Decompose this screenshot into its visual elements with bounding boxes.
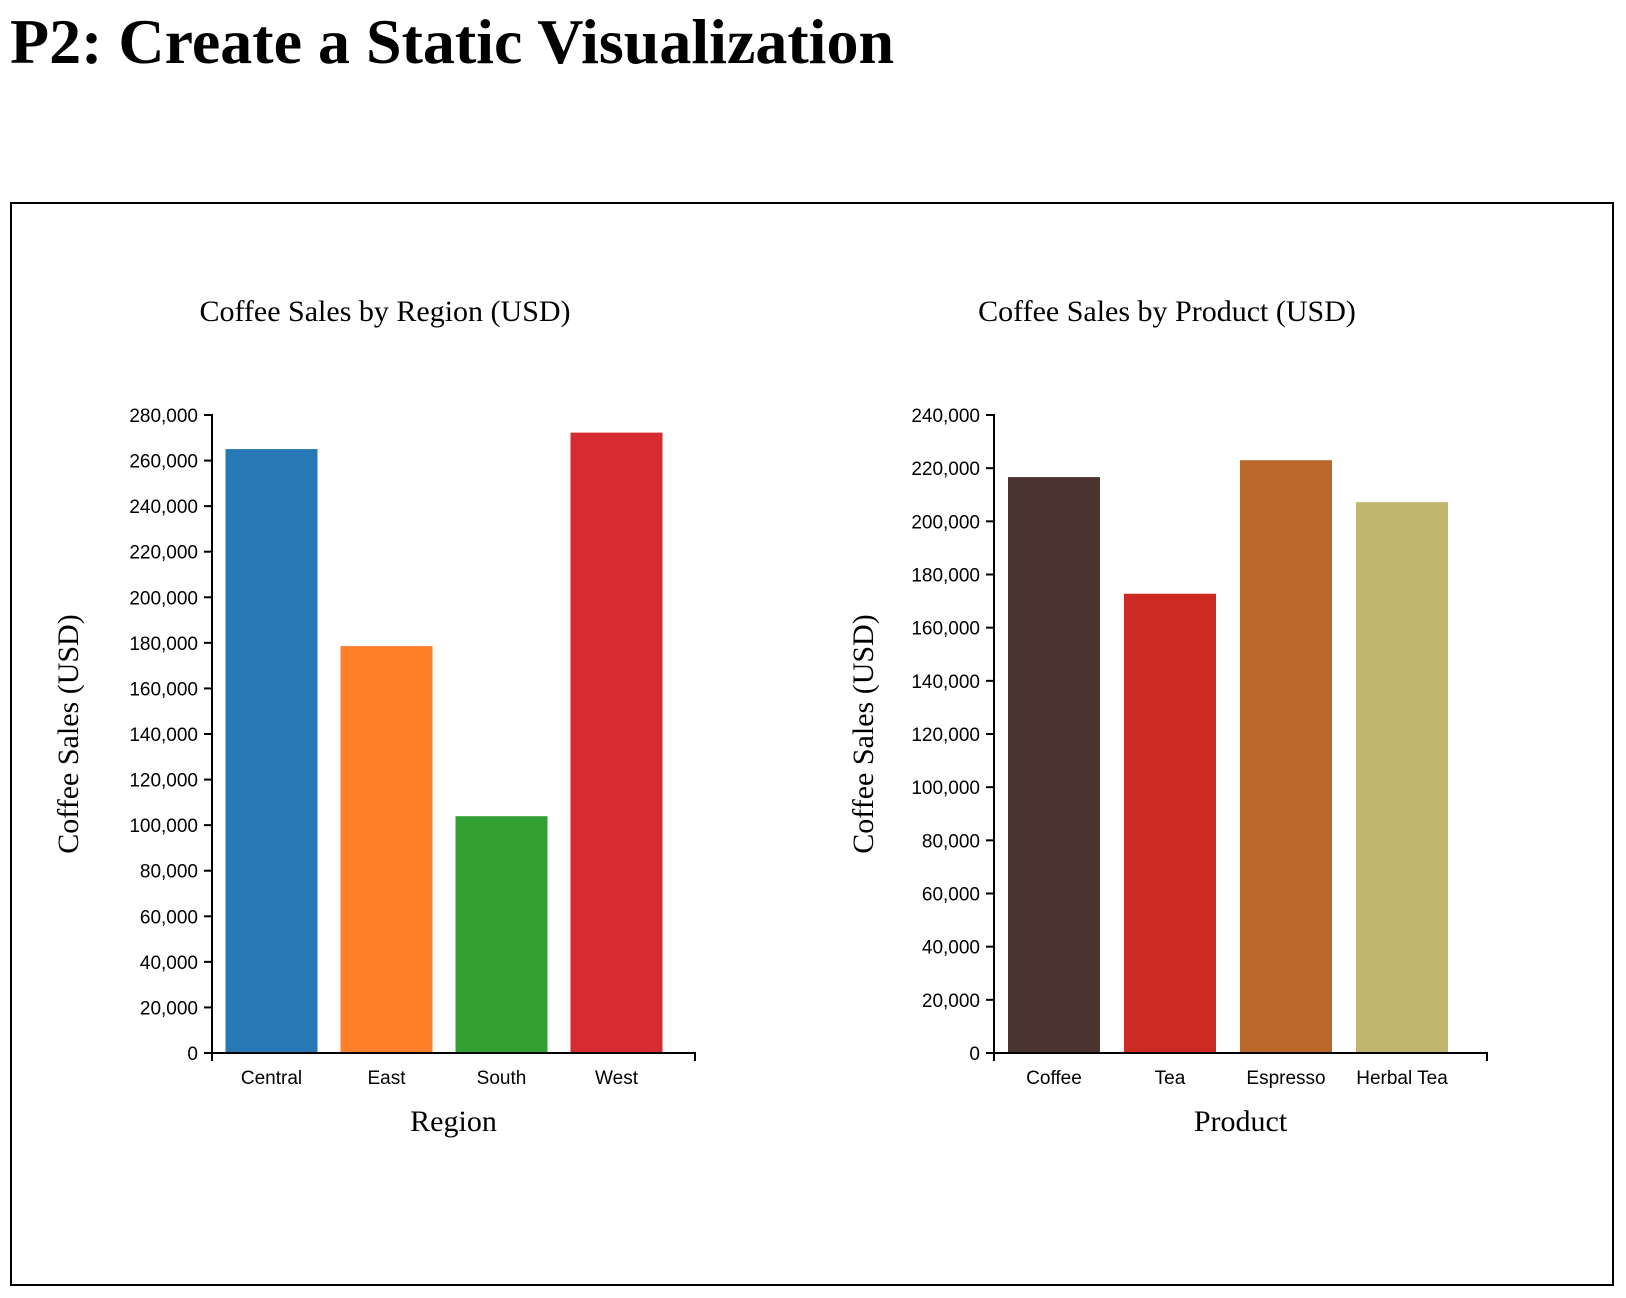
y-tick-label: 0 bbox=[187, 1044, 198, 1065]
x-tick-label: Coffee bbox=[1026, 1068, 1082, 1089]
x-axis-label: Product bbox=[1194, 1105, 1288, 1138]
chart-title: Coffee Sales by Region (USD) bbox=[199, 295, 570, 328]
y-tick-label: 120,000 bbox=[911, 725, 980, 746]
bar-central bbox=[225, 449, 318, 1053]
y-tick-label: 60,000 bbox=[922, 885, 980, 906]
y-tick-label: 160,000 bbox=[129, 679, 198, 700]
y-tick-label: 20,000 bbox=[140, 998, 198, 1019]
y-tick-label: 280,000 bbox=[129, 406, 198, 427]
y-tick-label: 260,000 bbox=[129, 452, 198, 473]
x-axis-line bbox=[211, 1052, 696, 1061]
chart-title: Coffee Sales by Product (USD) bbox=[978, 295, 1356, 328]
y-axis: 0 20,000 40,000 60,000 80,000 100,000 120,000 1… bbox=[911, 406, 995, 1065]
x-tick-label: Tea bbox=[1155, 1068, 1186, 1089]
y-tick-label: 60,000 bbox=[140, 907, 198, 928]
y-tick-label: 80,000 bbox=[922, 831, 980, 852]
y-axis-label: Coffee Sales (USD) bbox=[847, 614, 880, 853]
y-tick-label: 40,000 bbox=[922, 938, 980, 959]
y-tick-label: 180,000 bbox=[129, 634, 198, 655]
y-tick-label: 80,000 bbox=[140, 862, 198, 883]
y-tick-label: 140,000 bbox=[129, 725, 198, 746]
bar-east bbox=[340, 646, 433, 1053]
bar-espresso bbox=[1240, 460, 1332, 1054]
x-tick-label: West bbox=[595, 1068, 639, 1089]
y-tick-label: 220,000 bbox=[129, 543, 198, 564]
bar-tea bbox=[1124, 593, 1216, 1053]
y-tick-label: 180,000 bbox=[911, 566, 980, 587]
x-tick-label: Central bbox=[241, 1068, 302, 1089]
y-axis-label: Coffee Sales (USD) bbox=[52, 614, 85, 853]
visualization-frame: Coffee Sales by Region (USD) 0 20,000 40,00… bbox=[10, 202, 1614, 1286]
x-tick-label: East bbox=[367, 1068, 406, 1089]
charts-canvas: Coffee Sales by Region (USD) 0 20,000 40,00… bbox=[52, 295, 1488, 1138]
bar-south bbox=[455, 816, 548, 1053]
y-tick-label: 120,000 bbox=[129, 771, 198, 792]
y-tick-label: 240,000 bbox=[129, 497, 198, 518]
y-tick-label: 200,000 bbox=[129, 588, 198, 609]
y-tick-label: 20,000 bbox=[922, 991, 980, 1012]
y-tick-label: 160,000 bbox=[911, 619, 980, 640]
x-tick-label: Herbal Tea bbox=[1356, 1068, 1448, 1089]
y-tick-label: 200,000 bbox=[911, 512, 980, 533]
bar-west bbox=[570, 432, 663, 1053]
y-tick-label: 240,000 bbox=[911, 406, 980, 427]
x-axis: Coffee Tea Espresso Herbal Tea bbox=[993, 1052, 1488, 1089]
y-tick-label: 40,000 bbox=[140, 953, 198, 974]
y-tick-label: 140,000 bbox=[911, 672, 980, 693]
x-tick-label: Espresso bbox=[1246, 1068, 1325, 1089]
x-axis-label: Region bbox=[410, 1105, 497, 1138]
x-tick-label: South bbox=[477, 1068, 527, 1089]
page-title: P2: Create a Static Visualization bbox=[10, 6, 895, 77]
bar-coffee bbox=[1008, 477, 1100, 1053]
x-axis: Central East South West bbox=[211, 1052, 696, 1089]
bar-herbal-tea bbox=[1356, 502, 1448, 1053]
chart-2: Coffee Sales by Product (USD) 0 20,000 40,0… bbox=[847, 295, 1488, 1138]
x-axis-line bbox=[993, 1052, 1488, 1061]
y-tick-label: 220,000 bbox=[911, 459, 980, 480]
y-tick-label: 100,000 bbox=[129, 816, 198, 837]
y-axis: 0 20,000 40,000 60,000 80,000 100,000 120,000 1… bbox=[129, 406, 213, 1065]
y-tick-label: 100,000 bbox=[911, 778, 980, 799]
y-tick-label: 0 bbox=[969, 1044, 980, 1065]
chart-1: Coffee Sales by Region (USD) 0 20,000 40,00… bbox=[52, 295, 696, 1138]
